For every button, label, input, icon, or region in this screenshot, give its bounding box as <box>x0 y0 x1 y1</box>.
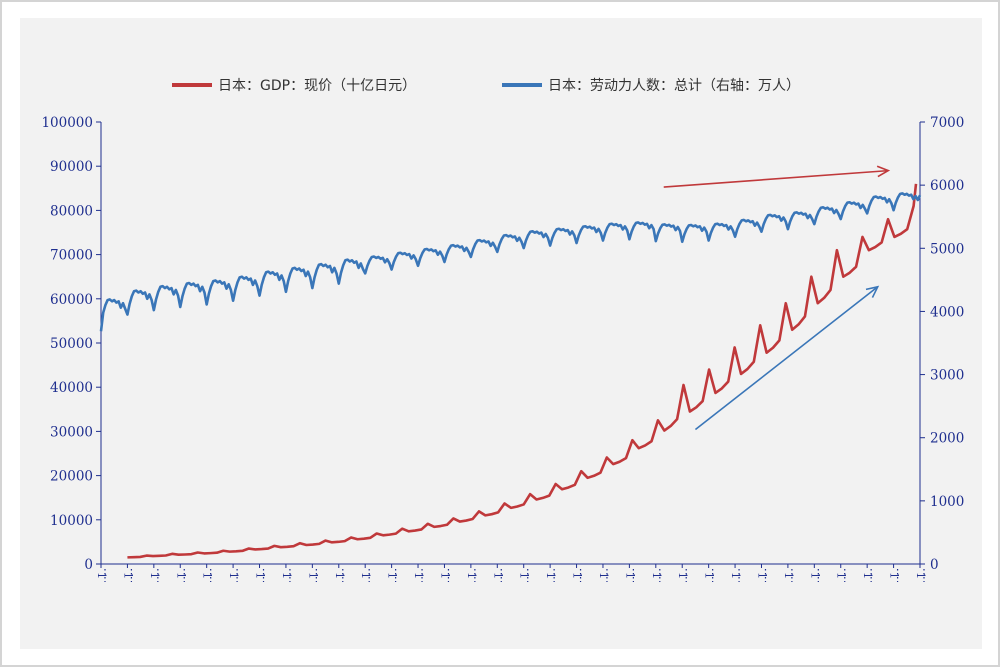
x-tick-label: 1 <box>412 572 425 579</box>
axes: 0100002000030000400005000060000700008000… <box>41 115 964 582</box>
x-tick-label: 1 <box>386 572 399 579</box>
x-tick-label: 1 <box>650 572 663 579</box>
annotation-arrow-head <box>876 165 891 178</box>
left-tick-label: 0 <box>84 557 93 573</box>
x-tick-label: 1 <box>174 572 187 579</box>
x-tick-label: 1 <box>227 572 240 579</box>
x-tick-label: 1 <box>95 572 108 579</box>
x-tick-label: 1 <box>782 572 795 579</box>
x-tick-label: 1 <box>703 572 716 579</box>
right-tick-label: 4000 <box>930 304 964 320</box>
annotation-arrow-shaft <box>694 286 879 431</box>
x-tick-label: 1 <box>148 572 161 579</box>
x-tick-label: 1 <box>597 572 610 579</box>
x-tick-label: 1 <box>465 572 478 579</box>
legend-label-labor-force: 日本：劳动力人数：总计（右轴：万人） <box>548 78 800 94</box>
x-tick-label: 1 <box>280 572 293 579</box>
x-tick-label: 1 <box>676 572 689 579</box>
x-tick-label: 1 <box>914 572 927 579</box>
x-tick-label: 1 <box>306 572 319 579</box>
left-tick-label: 10000 <box>50 513 93 529</box>
right-tick-label: 3000 <box>930 368 964 384</box>
x-tick-label: 1 <box>254 572 267 579</box>
series-line-gdp <box>127 183 918 559</box>
left-tick-label: 50000 <box>50 336 93 352</box>
x-tick-label: 1 <box>808 572 821 579</box>
x-tick-label: 1 <box>861 572 874 579</box>
x-tick-label: 1 <box>571 572 584 579</box>
right-tick-label: 7000 <box>930 115 964 131</box>
left-tick-label: 70000 <box>50 248 93 264</box>
legend-label-gdp: 日本：GDP：现价（十亿日元） <box>218 78 416 94</box>
series-line-labor-force <box>99 192 922 332</box>
x-tick-label: 1 <box>835 572 848 579</box>
x-tick-label: 1 <box>888 572 901 579</box>
left-tick-label: 90000 <box>50 159 93 175</box>
annotation-layer <box>663 165 891 431</box>
right-tick-label: 5000 <box>930 241 964 257</box>
right-tick-label: 0 <box>930 557 939 573</box>
left-tick-label: 60000 <box>50 292 93 308</box>
series-layer <box>99 183 922 559</box>
x-tick-label: 1 <box>201 572 214 579</box>
x-tick-label: 1 <box>438 572 451 579</box>
legend: 日本：GDP：现价（十亿日元） 日本：劳动力人数：总计（右轴：万人） <box>172 78 800 94</box>
right-tick-label: 2000 <box>930 431 964 447</box>
x-tick-label: 1 <box>518 572 531 579</box>
x-tick-label: 1 <box>121 572 134 579</box>
x-tick-label: 1 <box>333 572 346 579</box>
chart-area <box>20 18 982 649</box>
right-tick-label: 6000 <box>930 178 964 194</box>
annotation-arrow-head <box>865 285 880 298</box>
x-tick-label: 1 <box>359 572 372 579</box>
annotation-arrow-shaft <box>663 169 889 188</box>
x-tick-label: 1 <box>623 572 636 579</box>
left-tick-label: 100000 <box>41 115 93 131</box>
x-tick-label: 1 <box>729 572 742 579</box>
left-tick-label: 20000 <box>50 469 93 485</box>
x-tick-label: 1 <box>491 572 504 579</box>
left-tick-label: 40000 <box>50 380 93 396</box>
right-tick-label: 1000 <box>930 494 964 510</box>
x-tick-label: 1 <box>544 572 557 579</box>
left-tick-label: 30000 <box>50 424 93 440</box>
left-tick-label: 80000 <box>50 203 93 219</box>
x-tick-label: 1 <box>755 572 768 579</box>
